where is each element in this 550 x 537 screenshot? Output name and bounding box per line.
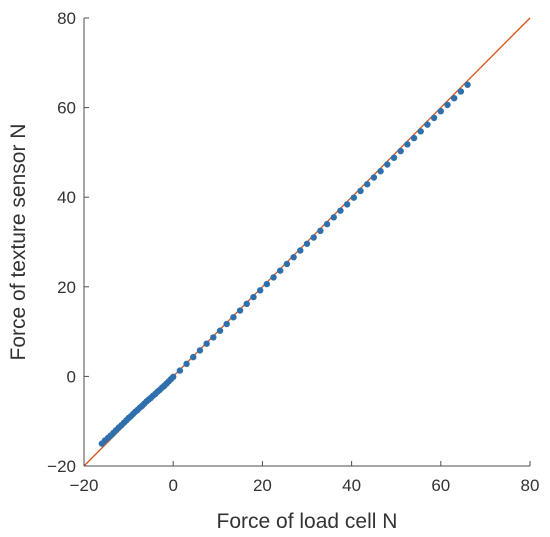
- x-tick-label: 80: [521, 476, 540, 495]
- y-tick-label: 0: [67, 367, 76, 386]
- y-tick-label: −20: [47, 457, 76, 476]
- data-point: [343, 201, 351, 208]
- y-axis-title: Force of texture sensor N: [7, 124, 30, 361]
- data-point: [256, 287, 264, 294]
- data-point: [176, 367, 184, 374]
- data-point: [236, 307, 244, 314]
- data-point: [384, 161, 391, 168]
- data-point: [210, 334, 217, 341]
- x-tick-label: 60: [431, 476, 450, 495]
- data-point: [230, 314, 237, 321]
- scatter-points-layer: [98, 81, 471, 447]
- data-point: [464, 81, 471, 88]
- x-ticks: −20 0 20 40 60 80: [70, 461, 540, 495]
- data-point: [457, 88, 465, 95]
- data-point: [350, 194, 358, 201]
- data-point: [337, 207, 344, 214]
- data-point: [444, 101, 451, 109]
- y-ticks: −20 0 20 40 60 80: [47, 9, 89, 476]
- data-point: [263, 280, 271, 288]
- data-point: [223, 320, 230, 328]
- data-point: [390, 154, 398, 161]
- data-point: [417, 128, 424, 135]
- y-tick-label: 40: [57, 188, 76, 207]
- data-point: [323, 220, 331, 228]
- data-point: [404, 141, 411, 148]
- x-tick-label: 20: [253, 476, 272, 495]
- data-point: [196, 347, 204, 354]
- data-point: [410, 134, 418, 142]
- data-point: [357, 187, 364, 195]
- data-point: [437, 107, 444, 115]
- data-point: [203, 340, 210, 347]
- y-tick-label: 20: [57, 278, 76, 297]
- x-axis-title: Force of load cell N: [217, 510, 398, 533]
- data-point: [424, 121, 431, 128]
- data-point: [310, 234, 317, 241]
- data-point: [303, 240, 311, 247]
- data-point: [430, 114, 438, 122]
- data-point: [370, 174, 378, 181]
- data-point: [317, 227, 324, 234]
- data-point: [250, 293, 257, 301]
- data-point: [450, 94, 458, 102]
- data-point: [290, 254, 297, 261]
- data-point: [283, 260, 291, 268]
- data-point: [330, 214, 337, 221]
- data-point: [277, 267, 284, 274]
- data-point: [243, 300, 250, 308]
- x-tick-label: 0: [168, 476, 177, 495]
- data-point: [170, 373, 177, 381]
- x-tick-label: 40: [342, 476, 361, 495]
- data-point: [364, 181, 371, 188]
- data-point: [270, 274, 277, 281]
- y-tick-label: 60: [57, 99, 76, 118]
- x-tick-label: −20: [70, 476, 99, 495]
- y-tick-label: 80: [57, 9, 76, 28]
- data-point: [397, 147, 404, 155]
- data-point: [190, 353, 197, 361]
- data-point: [297, 247, 304, 254]
- data-point: [377, 168, 384, 175]
- data-point: [183, 360, 190, 368]
- data-point: [216, 327, 224, 334]
